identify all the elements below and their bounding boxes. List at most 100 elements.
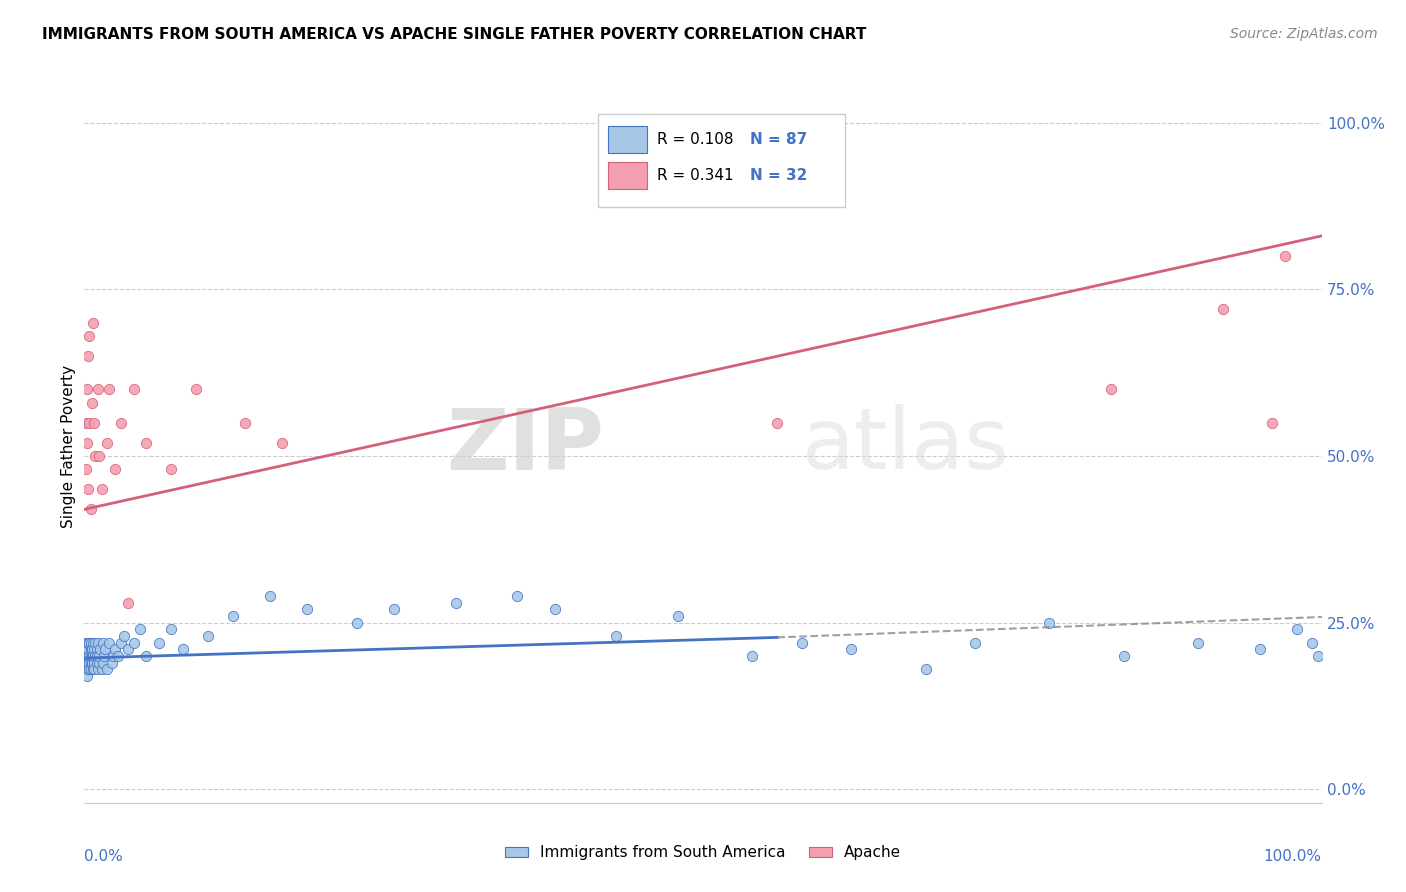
Point [75, 649, 97, 664]
Point [148, 636, 170, 650]
Point [841, 642, 863, 657]
Point [96, 662, 118, 676]
Point [741, 649, 763, 664]
Point [87, 382, 110, 396]
Point [80, 642, 103, 657]
Point [346, 615, 368, 630]
Point [91, 636, 114, 650]
Text: N = 87: N = 87 [749, 132, 807, 147]
Point [766, 416, 789, 430]
Point [790, 636, 813, 650]
Point [86, 642, 108, 657]
Point [83, 642, 105, 657]
Point [77, 656, 100, 670]
Point [1261, 416, 1284, 430]
Point [222, 609, 245, 624]
Point [184, 382, 207, 396]
Point [76, 642, 98, 657]
Point [82, 636, 104, 650]
Point [914, 662, 936, 676]
Point [93, 649, 115, 664]
Point [77, 662, 100, 676]
Point [1038, 615, 1060, 630]
Point [122, 636, 145, 650]
Point [77, 349, 100, 363]
Point [75, 656, 97, 670]
Point [77, 649, 100, 664]
Text: atlas: atlas [801, 404, 1010, 488]
Point [666, 609, 689, 624]
Point [1099, 382, 1122, 396]
Point [77, 483, 100, 497]
Point [76, 649, 98, 664]
Point [76, 382, 98, 396]
Point [86, 649, 108, 664]
Point [80, 649, 103, 664]
Point [96, 435, 118, 450]
Point [89, 649, 111, 664]
Point [79, 662, 101, 676]
Text: R = 0.341: R = 0.341 [657, 168, 734, 183]
Point [80, 656, 103, 670]
Point [75, 636, 97, 650]
Point [79, 642, 101, 657]
Point [122, 382, 145, 396]
Point [77, 636, 100, 650]
Point [110, 416, 132, 430]
Point [79, 636, 101, 650]
Point [87, 662, 110, 676]
Point [79, 329, 101, 343]
Point [79, 649, 101, 664]
Point [1187, 636, 1209, 650]
Point [112, 629, 135, 643]
Point [75, 662, 97, 676]
Point [543, 602, 565, 616]
Y-axis label: Single Father Poverty: Single Father Poverty [60, 365, 76, 527]
Point [76, 636, 98, 650]
Point [82, 662, 104, 676]
Text: 0.0%: 0.0% [84, 849, 124, 864]
Text: N = 32: N = 32 [749, 168, 807, 183]
Point [506, 589, 529, 603]
Text: ZIP: ZIP [446, 404, 605, 488]
Point [75, 462, 97, 476]
Point [98, 382, 121, 396]
Point [117, 596, 139, 610]
Point [83, 416, 105, 430]
Text: 100.0%: 100.0% [1264, 849, 1322, 864]
Point [90, 483, 112, 497]
Point [1112, 649, 1135, 664]
Point [79, 636, 101, 650]
Point [86, 656, 108, 670]
Point [160, 623, 183, 637]
Point [129, 623, 152, 637]
Point [76, 435, 98, 450]
Point [107, 649, 129, 664]
Point [79, 416, 101, 430]
Point [89, 449, 111, 463]
Point [104, 642, 127, 657]
Point [1249, 642, 1271, 657]
FancyBboxPatch shape [607, 162, 647, 189]
Point [84, 649, 107, 664]
Point [605, 629, 627, 643]
Point [75, 642, 97, 657]
Point [79, 502, 101, 516]
Text: IMMIGRANTS FROM SOUTH AMERICA VS APACHE SINGLE FATHER POVERTY CORRELATION CHART: IMMIGRANTS FROM SOUTH AMERICA VS APACHE … [42, 27, 866, 42]
Point [75, 416, 97, 430]
Point [76, 662, 98, 676]
Point [82, 316, 104, 330]
Point [271, 435, 294, 450]
Point [100, 656, 122, 670]
Point [89, 656, 111, 670]
Point [87, 636, 110, 650]
Point [104, 462, 127, 476]
Point [84, 636, 107, 650]
Point [90, 662, 112, 676]
Text: R = 0.108: R = 0.108 [657, 132, 734, 147]
Point [1285, 623, 1308, 637]
Point [233, 416, 256, 430]
Point [444, 596, 467, 610]
Point [91, 656, 114, 670]
Point [98, 636, 121, 650]
